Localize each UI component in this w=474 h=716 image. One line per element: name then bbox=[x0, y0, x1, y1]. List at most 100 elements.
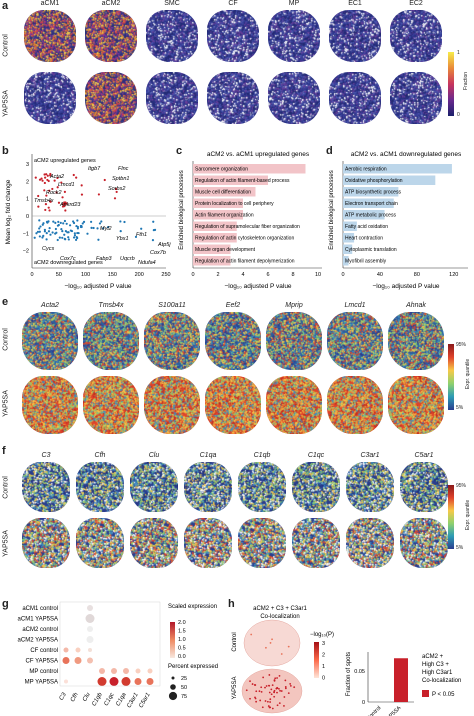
panel-f-tile-control-c1qc bbox=[292, 462, 340, 512]
volcano-point-down bbox=[45, 220, 49, 223]
bar-muscle-organ-development bbox=[193, 244, 231, 254]
volcano-x-tick: 50 bbox=[56, 272, 62, 278]
panel-f-colorbar-label: Expr. quantile bbox=[465, 499, 471, 531]
volcano-point-down bbox=[60, 227, 63, 231]
bar-label-regulation-of-actin-cytoskeleton-organization: Regulation of actin cytoskeleton organiz… bbox=[195, 236, 294, 242]
panel-b-points bbox=[33, 172, 157, 242]
volcano-point-down bbox=[63, 233, 66, 236]
panel-f-colorbar-tick-min: 5% bbox=[456, 545, 464, 551]
dot-acm2-yap5sa-clu bbox=[86, 636, 94, 643]
volcano-point-down bbox=[62, 222, 65, 225]
x-tick: 0 bbox=[341, 272, 344, 278]
panel-a-tile-control-ec1 bbox=[329, 10, 381, 62]
dot-cf-yap5sa-cfh bbox=[74, 657, 82, 664]
panel-e-col-mprip: Mprip bbox=[285, 302, 303, 309]
colocalization-spot bbox=[265, 646, 267, 649]
volcano-point-up bbox=[45, 194, 48, 197]
panel-h-row-yap5sa: YAP5SA bbox=[232, 677, 238, 700]
panel-e-tile-yap5sa-acta2 bbox=[22, 376, 78, 434]
volcano-point-up bbox=[34, 176, 37, 179]
volcano-point-down bbox=[119, 220, 122, 223]
scale-tick: 0.0 bbox=[178, 654, 186, 660]
panel-a-col-ec1: EC1 bbox=[348, 0, 362, 7]
volcano-point-up bbox=[53, 179, 56, 182]
volcano-point-down bbox=[68, 224, 72, 227]
dot-col-c3: C3 bbox=[59, 691, 68, 701]
dot-mp-control-c1qc bbox=[111, 668, 117, 674]
panel-a-tile-control-acm2 bbox=[85, 10, 137, 62]
panel-e-col-s100a11: S100a11 bbox=[158, 302, 186, 309]
bar-label-atp-metabolic-process: ATP metabolic process bbox=[345, 213, 396, 219]
panel-f-col-c5ar1: C5ar1 bbox=[414, 452, 434, 459]
volcano-point-down bbox=[107, 225, 110, 229]
panel-h-colorbar-label: −log₁₀(P) bbox=[310, 632, 334, 638]
volcano-point-up bbox=[40, 177, 43, 180]
panel-b-up-label: aCM2 upregulated genes bbox=[34, 158, 96, 164]
h-y-tick: 0.05 bbox=[354, 669, 365, 675]
dot-cf-control-clu bbox=[88, 648, 92, 652]
panel-label-a: a bbox=[2, 0, 9, 12]
dot-mp-yap5sa-c1qb bbox=[97, 677, 107, 686]
bar-electron-transport-chain bbox=[343, 198, 394, 208]
panel-e-col-acta2: Acta2 bbox=[41, 302, 59, 309]
panel-c-ylabel: Enriched biological processes bbox=[179, 170, 185, 249]
panel-f-col-cfh: Cfh bbox=[94, 452, 106, 459]
colocalization-spot bbox=[287, 692, 290, 695]
panel-b-down-label: aCM2 downregulated genes bbox=[34, 260, 103, 266]
colocalization-spot bbox=[255, 690, 258, 693]
volcano-point-down bbox=[61, 230, 64, 233]
volcano-point-up bbox=[44, 208, 47, 212]
panel-c-xlabel: −log₁₀ adjusted P value bbox=[224, 283, 291, 290]
volcano-point-down bbox=[140, 227, 143, 230]
colocalization-spot bbox=[276, 687, 279, 690]
x-tick: 2 bbox=[216, 272, 219, 278]
dot-mp-control-c1qa bbox=[123, 668, 129, 674]
colocalization-spot bbox=[283, 705, 285, 707]
volcano-point-up bbox=[63, 204, 66, 208]
colocalization-spot bbox=[261, 706, 264, 709]
panel-d-title: aCM2 vs. aCM1 downregulated genes bbox=[351, 151, 462, 158]
panel-a-col-mp: MP bbox=[288, 0, 300, 7]
volcano-point-down bbox=[56, 238, 59, 242]
panel-f-col-c3: C3 bbox=[41, 452, 51, 459]
dot-acm2-control-clu bbox=[87, 626, 93, 632]
bar-muscle-cell-differentiation bbox=[193, 187, 256, 197]
volcano-gene-tmsb4x: Tmsb4x bbox=[34, 198, 54, 204]
colocalization-spot bbox=[276, 704, 279, 707]
dot-row-acm1-yap5sa: aCM1 YAP5SA bbox=[18, 617, 58, 623]
volcano-point-down bbox=[33, 236, 36, 239]
dot-mp-control-c1qb bbox=[99, 668, 105, 674]
volcano-point-down bbox=[54, 221, 57, 224]
h-legend-title: High C3ar1 bbox=[422, 670, 453, 676]
panel-a-tile-yap5sa-ec2 bbox=[390, 72, 442, 124]
panel-e-tile-yap5sa-eef2 bbox=[205, 376, 261, 434]
bar-label-sarcomere-organization: Sarcomere organization bbox=[195, 167, 248, 173]
panel-g-pct-title: Percent expressed bbox=[168, 664, 218, 670]
volcano-point-up bbox=[37, 194, 40, 198]
panel-d-bar-chart: aCM2 vs. aCM1 downregulated genes Enrich… bbox=[329, 151, 468, 290]
volcano-point-up bbox=[80, 193, 84, 196]
volcano-point-down bbox=[79, 225, 83, 229]
dot-cf-yap5sa-c3 bbox=[62, 657, 70, 664]
panel-a-tile-yap5sa-mp bbox=[268, 72, 320, 124]
volcano-y-tick: 2 bbox=[26, 179, 29, 185]
volcano-point-down bbox=[42, 234, 45, 237]
volcano-point-up bbox=[75, 176, 78, 179]
panel-a-tile-control-mp bbox=[268, 10, 320, 62]
volcano-point-down bbox=[72, 221, 76, 225]
panel-g-dot-plot: aCM1 control aCM1 YAP5SA aCM2 control aCM2 … bbox=[18, 601, 218, 709]
dot-row-acm2-control: aCM2 control bbox=[22, 627, 58, 633]
volcano-gene-cox7b: Cox7b bbox=[150, 250, 166, 256]
colocalization-spot bbox=[269, 701, 272, 703]
panel-e-tile-yap5sa-ahnak bbox=[388, 376, 444, 434]
volcano-point-up bbox=[56, 186, 59, 189]
volcano-point-up bbox=[49, 200, 52, 203]
volcano-gene-myl2: Myl2 bbox=[100, 226, 112, 232]
volcano-gene-fth1: Fth1 bbox=[136, 232, 147, 238]
dot-mp-yap5sa-c3ar1 bbox=[134, 678, 142, 685]
volcano-point-down bbox=[152, 220, 155, 223]
panel-a-tile-control-smc bbox=[146, 10, 198, 62]
volcano-point-up bbox=[62, 202, 65, 206]
colocalization-spot bbox=[284, 687, 287, 690]
volcano-point-down bbox=[65, 222, 68, 225]
